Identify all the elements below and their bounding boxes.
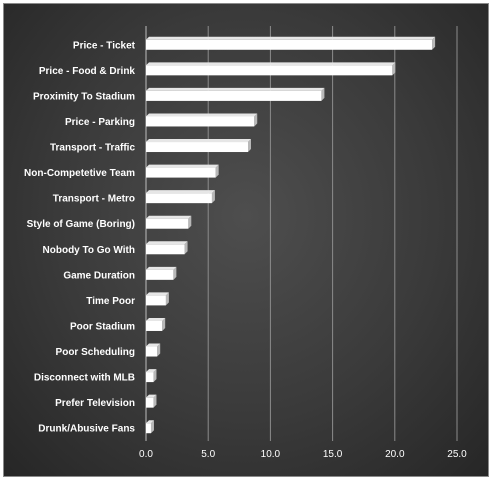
- bar-top: [146, 62, 396, 66]
- bar-front: [146, 423, 151, 434]
- bar-front: [146, 39, 433, 50]
- x-tick-label: 0.0: [139, 449, 153, 460]
- category-label: Style of Game (Boring): [27, 219, 135, 230]
- bar-side: [392, 62, 396, 76]
- bar-top: [146, 292, 169, 296]
- category-label: Game Duration: [63, 270, 135, 281]
- bar: [146, 369, 157, 383]
- bar: [146, 139, 252, 153]
- bar-front: [146, 372, 154, 383]
- bar-side: [157, 343, 161, 357]
- category-label: Non-Competetive Team: [24, 168, 135, 179]
- bar-top: [146, 113, 258, 117]
- bar-top: [146, 87, 325, 91]
- bar-front: [146, 320, 163, 331]
- category-label: Transport - Traffic: [50, 143, 135, 154]
- bar-front: [146, 295, 166, 306]
- x-tick-label: 20.0: [385, 449, 405, 460]
- bar-top: [146, 394, 157, 398]
- bar-side: [432, 36, 436, 50]
- chart-area: Price - Ticket Price - Food & Drink Proxim…: [3, 3, 489, 477]
- bar-side: [211, 190, 215, 204]
- bar: [146, 241, 188, 255]
- bar: [146, 420, 154, 434]
- bar: [146, 113, 258, 127]
- bar-side: [184, 241, 188, 255]
- bar-side: [188, 215, 192, 229]
- bar: [146, 343, 161, 357]
- bar-front: [146, 269, 174, 280]
- bar-front: [146, 90, 322, 101]
- bar-front: [146, 116, 255, 127]
- bar-front: [146, 397, 154, 408]
- category-label: Proximity To Stadium: [33, 91, 135, 102]
- bar: [146, 164, 219, 178]
- bar-top: [146, 420, 154, 424]
- bars: [146, 36, 436, 434]
- bar: [146, 394, 157, 408]
- bar-side: [321, 87, 325, 101]
- bar-side: [165, 292, 169, 306]
- bar: [146, 215, 192, 229]
- bar-side: [215, 164, 219, 178]
- bar-top: [146, 164, 219, 168]
- bar-top: [146, 369, 157, 373]
- category-label: Prefer Television: [55, 398, 135, 409]
- category-labels: Price - Ticket Price - Food & Drink Proxim…: [24, 40, 136, 434]
- category-label: Price - Ticket: [73, 40, 136, 51]
- bar: [146, 317, 166, 331]
- bar-top: [146, 266, 177, 270]
- bar-chart: Price - Ticket Price - Food & Drink Proxim…: [24, 26, 467, 460]
- bar: [146, 36, 436, 50]
- x-tick-label: 25.0: [447, 449, 467, 460]
- category-label: Time Poor: [86, 296, 135, 307]
- bar-top: [146, 36, 436, 40]
- bar-top: [146, 139, 252, 143]
- category-label: Poor Scheduling: [56, 347, 135, 358]
- bar-top: [146, 317, 166, 321]
- bar-side: [153, 369, 157, 383]
- category-label: Price - Food & Drink: [39, 66, 136, 77]
- bar-front: [146, 65, 393, 76]
- category-label: Transport - Metro: [53, 194, 135, 205]
- x-tick-label: 15.0: [323, 449, 343, 460]
- bar-side: [173, 266, 177, 280]
- x-axis-ticks: 0.0 5.0 10.0 15.0 20.0 25.0: [139, 449, 467, 460]
- bar: [146, 87, 325, 101]
- x-tick-label: 10.0: [261, 449, 281, 460]
- bar-top: [146, 215, 192, 219]
- bar-side: [248, 139, 252, 153]
- x-tick-label: 5.0: [201, 449, 215, 460]
- bar-top: [146, 241, 188, 245]
- bar: [146, 62, 396, 76]
- category-label: Poor Stadium: [70, 321, 135, 332]
- category-label: Disconnect with MLB: [34, 373, 135, 384]
- bar-side: [150, 420, 154, 434]
- bar-front: [146, 218, 189, 229]
- category-label: Drunk/Abusive Fans: [38, 424, 135, 435]
- bar-front: [146, 167, 216, 178]
- bar-front: [146, 142, 249, 153]
- bar: [146, 190, 215, 204]
- bar-side: [254, 113, 258, 127]
- bar: [146, 266, 177, 280]
- bar-top: [146, 190, 215, 194]
- category-label: Price - Parking: [65, 117, 135, 128]
- bar: [146, 292, 169, 306]
- bar-front: [146, 193, 212, 204]
- bar-front: [146, 346, 158, 357]
- bar-front: [146, 244, 185, 255]
- bar-side: [162, 317, 166, 331]
- bar-top: [146, 343, 161, 347]
- category-label: Nobody To Go With: [43, 245, 135, 256]
- bar-side: [153, 394, 157, 408]
